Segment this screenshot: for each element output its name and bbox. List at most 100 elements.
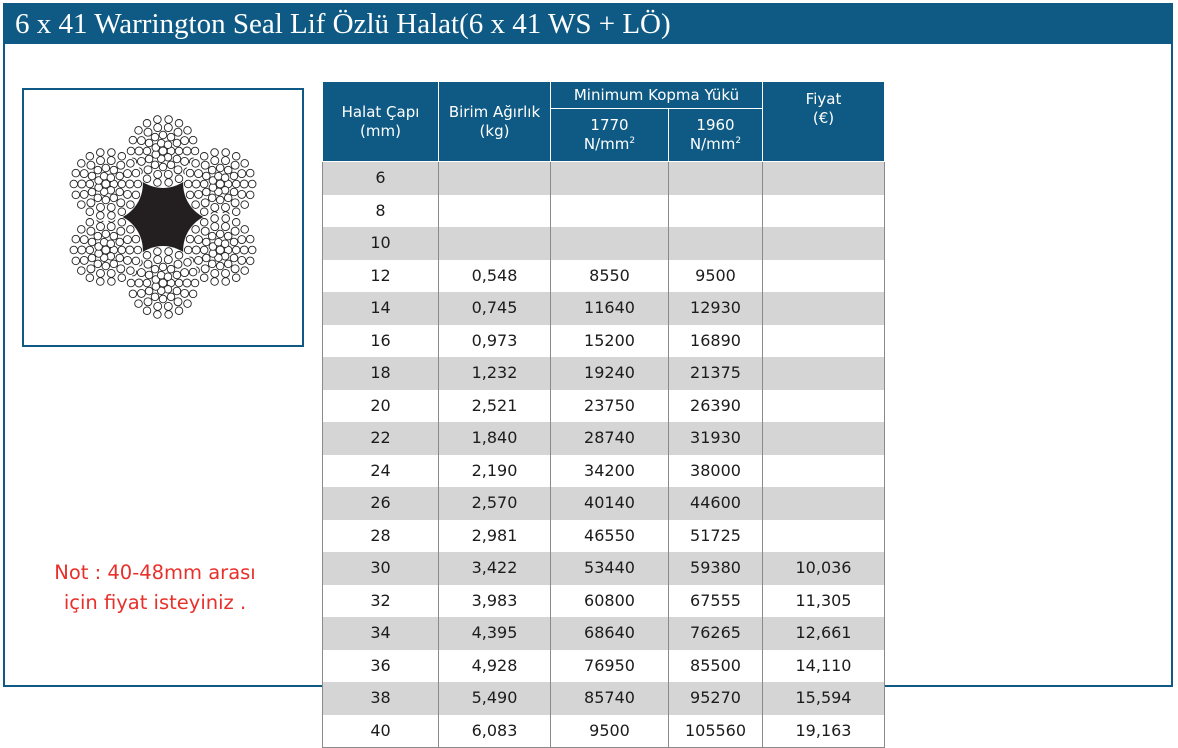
cell-diameter: 20 <box>322 389 439 422</box>
cell-diameter: 38 <box>322 682 439 715</box>
cell-weight: 5,490 <box>438 682 551 715</box>
cell-weight: 2,190 <box>438 454 551 487</box>
cell-diameter: 10 <box>322 227 439 260</box>
price-note: Not : 40-48mm arası için fiyat isteyiniz… <box>20 558 290 618</box>
cell-load-1770: 40140 <box>550 487 669 520</box>
cell-load-1960: 44600 <box>668 487 763 520</box>
cell-diameter: 12 <box>322 259 439 292</box>
cell-price <box>762 324 885 357</box>
cell-weight: 2,521 <box>438 389 551 422</box>
cell-load-1960: 95270 <box>668 682 763 715</box>
cell-diameter: 6 <box>322 161 439 195</box>
cell-load-1770 <box>550 194 669 227</box>
cell-load-1770: 60800 <box>550 584 669 617</box>
cell-diameter: 22 <box>322 422 439 455</box>
table-row: 38 5,490 85740 95270 15,594 <box>322 682 885 715</box>
cell-diameter: 24 <box>322 454 439 487</box>
cell-price <box>762 292 885 325</box>
header-weight: Birim Ağırlık (kg) <box>438 81 551 162</box>
cell-diameter: 30 <box>322 552 439 585</box>
cell-load-1960 <box>668 194 763 227</box>
cell-load-1770 <box>550 227 669 260</box>
cell-load-1770: 11640 <box>550 292 669 325</box>
cell-price <box>762 161 885 195</box>
cell-weight: 6,083 <box>438 714 551 748</box>
cell-load-1960: 21375 <box>668 357 763 390</box>
header-breaking-load: Minimum Kopma Yükü <box>550 81 763 109</box>
cell-price <box>762 422 885 455</box>
cell-weight: 1,232 <box>438 357 551 390</box>
cell-weight <box>438 194 551 227</box>
rope-image-frame <box>22 88 304 347</box>
table-row: 10 <box>322 227 885 260</box>
cell-weight: 4,928 <box>438 649 551 682</box>
rope-spec-table: Halat Çapı (mm) Birim Ağırlık (kg) Minimum… <box>322 81 885 748</box>
table-row: 34 4,395 68640 76265 12,661 <box>322 617 885 650</box>
cell-weight: 2,570 <box>438 487 551 520</box>
note-line-2: için fiyat isteyiniz . <box>63 591 247 614</box>
cell-diameter: 32 <box>322 584 439 617</box>
cell-price <box>762 389 885 422</box>
cell-weight <box>438 227 551 260</box>
cell-weight: 4,395 <box>438 617 551 650</box>
cell-weight: 0,745 <box>438 292 551 325</box>
cell-load-1770: 68640 <box>550 617 669 650</box>
cell-diameter: 28 <box>322 519 439 552</box>
table-row: 28 2,981 46550 51725 <box>322 519 885 552</box>
cell-price <box>762 194 885 227</box>
cell-load-1960: 105560 <box>668 714 763 748</box>
table-row: 20 2,521 23750 26390 <box>322 389 885 422</box>
cell-load-1770: 76950 <box>550 649 669 682</box>
cell-load-1770 <box>550 161 669 195</box>
cell-price <box>762 259 885 292</box>
cell-load-1960: 9500 <box>668 259 763 292</box>
table-row: 22 1,840 28740 31930 <box>322 422 885 455</box>
cell-diameter: 16 <box>322 324 439 357</box>
cell-price <box>762 227 885 260</box>
cell-price: 10,036 <box>762 552 885 585</box>
table-row: 14 0,745 11640 12930 <box>322 292 885 325</box>
cell-load-1770: 19240 <box>550 357 669 390</box>
table-row: 26 2,570 40140 44600 <box>322 487 885 520</box>
cell-price <box>762 454 885 487</box>
cell-load-1960: 26390 <box>668 389 763 422</box>
note-line-1: Not : 40-48mm arası <box>54 561 256 584</box>
cell-load-1960: 31930 <box>668 422 763 455</box>
cell-load-1960: 51725 <box>668 519 763 552</box>
cell-load-1960 <box>668 161 763 195</box>
cell-diameter: 8 <box>322 194 439 227</box>
cell-load-1770: 53440 <box>550 552 669 585</box>
cell-weight: 3,983 <box>438 584 551 617</box>
cell-price: 11,305 <box>762 584 885 617</box>
table-row: 30 3,422 53440 59380 10,036 <box>322 552 885 585</box>
table-row: 24 2,190 34200 38000 <box>322 454 885 487</box>
header-price: Fiyat (€) <box>762 81 885 162</box>
cell-diameter: 26 <box>322 487 439 520</box>
cell-load-1960: 76265 <box>668 617 763 650</box>
header-grade-1960: 1960 N/mm2 <box>668 108 763 162</box>
wire-rope-cross-section-icon <box>68 114 258 320</box>
cell-weight <box>438 161 551 195</box>
table-row: 32 3,983 60800 67555 11,305 <box>322 584 885 617</box>
cell-weight: 1,840 <box>438 422 551 455</box>
cell-diameter: 14 <box>322 292 439 325</box>
cell-load-1960: 67555 <box>668 584 763 617</box>
cell-load-1770: 9500 <box>550 714 669 748</box>
cell-diameter: 40 <box>322 714 439 748</box>
cell-diameter: 18 <box>322 357 439 390</box>
cell-price: 12,661 <box>762 617 885 650</box>
cell-weight: 3,422 <box>438 552 551 585</box>
cell-load-1770: 8550 <box>550 259 669 292</box>
cell-diameter: 36 <box>322 649 439 682</box>
table-row: 8 <box>322 194 885 227</box>
cell-load-1960: 85500 <box>668 649 763 682</box>
cell-price <box>762 519 885 552</box>
header-grade-1770: 1770 N/mm2 <box>550 108 669 162</box>
table-row: 36 4,928 76950 85500 14,110 <box>322 649 885 682</box>
cell-weight: 0,973 <box>438 324 551 357</box>
cell-load-1960: 16890 <box>668 324 763 357</box>
cell-load-1960: 59380 <box>668 552 763 585</box>
cell-diameter: 34 <box>322 617 439 650</box>
cell-load-1770: 23750 <box>550 389 669 422</box>
table-row: 18 1,232 19240 21375 <box>322 357 885 390</box>
